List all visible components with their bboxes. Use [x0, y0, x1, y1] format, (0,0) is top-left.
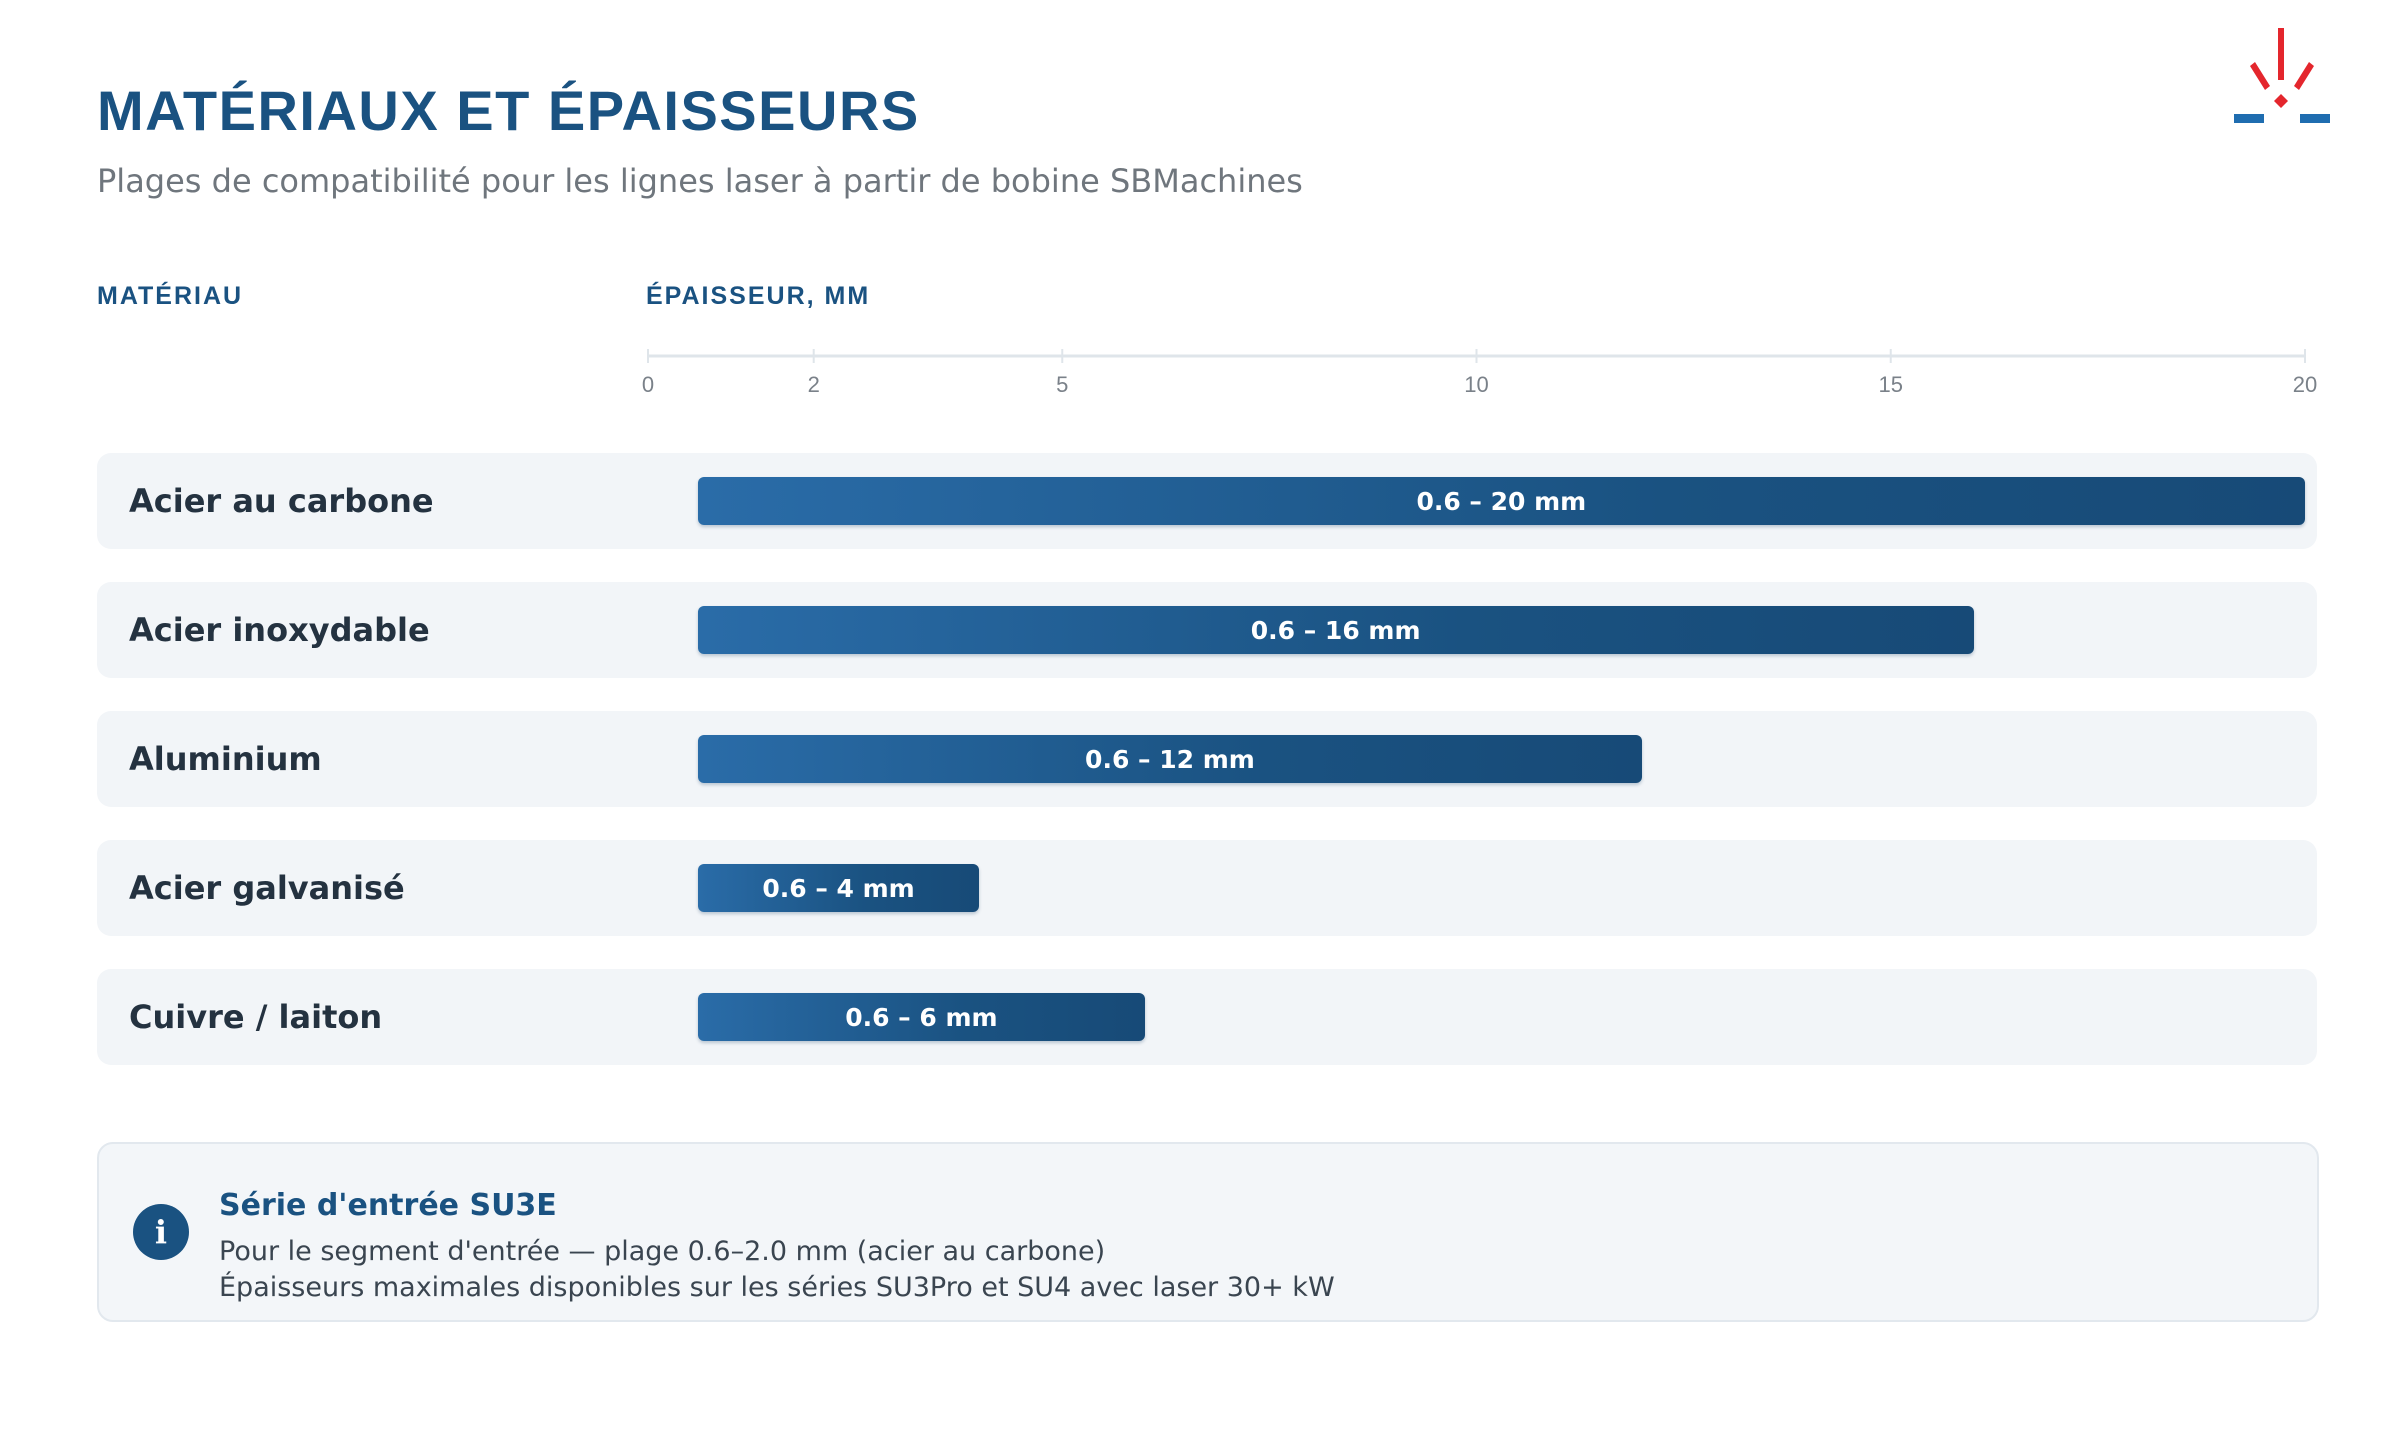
- thickness-range-bar: 0.6 – 6 mm: [697, 993, 1146, 1041]
- material-column-header: MATÉRIAU: [97, 282, 244, 310]
- material-label: Acier galvanisé: [129, 869, 405, 907]
- info-title: Série d'entrée SU3E: [219, 1188, 557, 1223]
- info-line-1: Pour le segment d'entrée — plage 0.6–2.0…: [219, 1236, 1106, 1267]
- material-row: Acier inoxydable 0.6 – 16 mm: [97, 582, 2317, 678]
- thickness-range-bar: 0.6 – 4 mm: [697, 864, 980, 912]
- axis-tick-label-5: 20: [2293, 372, 2317, 397]
- axis-tick-label-2: 5: [1056, 372, 1068, 397]
- brand-logo-icon: [2234, 28, 2330, 123]
- axis-tick-label-4: 15: [1879, 372, 1903, 397]
- material-row: Acier galvanisé 0.6 – 4 mm: [97, 840, 2317, 936]
- thickness-range-bar: 0.6 – 12 mm: [697, 735, 1643, 783]
- axis-tick-label-1: 2: [808, 372, 820, 397]
- thickness-range-label: 0.6 – 16 mm: [1250, 615, 1421, 645]
- thickness-column-header: ÉPAISSEUR, MM: [646, 282, 871, 310]
- material-row: Cuivre / laiton 0.6 – 6 mm: [97, 969, 2317, 1065]
- thickness-range-bar: 0.6 – 16 mm: [697, 606, 1974, 654]
- material-row: Aluminium 0.6 – 12 mm: [97, 711, 2317, 807]
- material-label: Cuivre / laiton: [129, 998, 383, 1036]
- thickness-range-label: 0.6 – 6 mm: [845, 1002, 998, 1032]
- page-subtitle: Plages de compatibilité pour les lignes …: [97, 162, 1303, 200]
- thickness-range-label: 0.6 – 4 mm: [762, 873, 915, 903]
- material-row: Acier au carbone 0.6 – 20 mm: [97, 453, 2317, 549]
- thickness-range-label: 0.6 – 20 mm: [1416, 486, 1587, 516]
- axis-tick-label-0: 0: [642, 372, 654, 397]
- thickness-range-label: 0.6 – 12 mm: [1085, 744, 1255, 774]
- info-line-2: Épaisseurs maximales disponibles sur les…: [219, 1272, 1335, 1303]
- page-title: MATÉRIAUX ET ÉPAISSEURS: [97, 79, 920, 142]
- info-icon: i: [133, 1204, 189, 1260]
- material-label: Acier inoxydable: [129, 611, 430, 649]
- axis-tick-label-3: 10: [1464, 372, 1488, 397]
- material-label: Aluminium: [129, 740, 322, 778]
- material-label: Acier au carbone: [129, 482, 434, 520]
- thickness-range-bar: 0.6 – 20 mm: [697, 477, 2305, 525]
- info-box: i Série d'entrée SU3E Pour le segment d'…: [97, 1142, 2319, 1322]
- thickness-axis: 0 2 5 10 15 20: [642, 349, 2317, 397]
